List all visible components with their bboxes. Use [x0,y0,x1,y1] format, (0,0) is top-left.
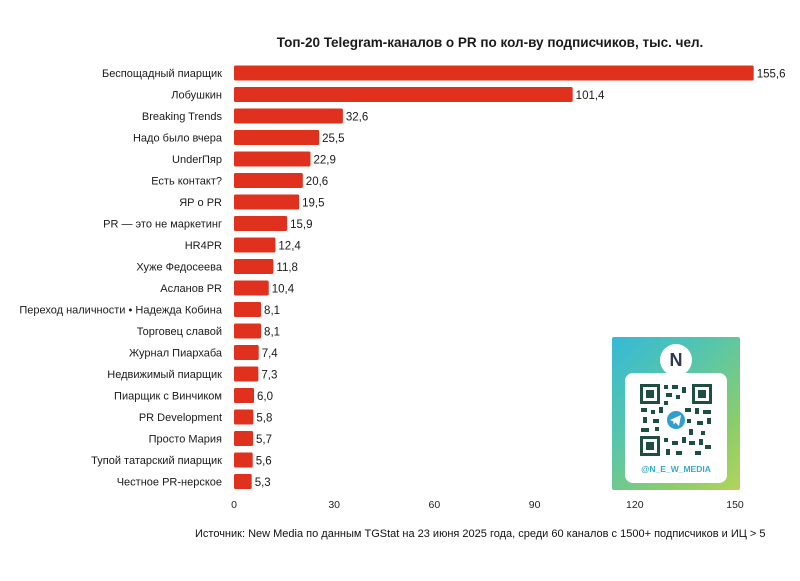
value-label: 7,3 [261,370,277,382]
category-label: Честное PR-нерское [117,477,222,489]
value-label: 5,6 [256,456,272,468]
bar [234,259,274,274]
category-label: Лобушкин [171,90,222,102]
x-tick-label: 30 [328,499,340,511]
bar [234,65,754,81]
category-label: Есть контакт? [151,176,222,188]
bar [234,345,259,360]
value-label: 6,0 [257,391,273,403]
value-label: 5,8 [256,413,272,425]
x-tick-label: 120 [626,499,644,511]
value-label: 25,5 [322,133,344,145]
x-tick-label: 0 [231,499,237,511]
bar [234,108,343,124]
bar [234,409,254,425]
bar [234,302,262,317]
bar [234,194,300,210]
logo-letter: N [669,349,683,370]
category-label: Асланов PR [160,283,222,295]
value-label: 5,3 [255,477,271,489]
value-label: 5,7 [256,434,272,446]
category-label: Недвижимый пиарщик [107,369,222,381]
qr-panel: @N_E_W_MEDIA [625,373,727,483]
bar [234,151,311,167]
value-label: 101,4 [576,90,605,102]
x-tick-label: 60 [429,499,441,511]
category-label: ЯР о PR [179,197,222,209]
category-label: Надо было вчера [133,133,223,145]
category-label: Хуже Федосеева [136,262,222,274]
category-label: Торговец славой [137,326,222,338]
value-label: 10,4 [272,284,295,296]
value-label: 7,4 [262,348,279,360]
category-label: PR Development [139,412,222,424]
source-note: Источник: New Media по данным TGStat на … [195,528,766,540]
value-label: 19,5 [302,198,324,210]
category-label: Просто Мария [149,434,222,446]
x-tick-label: 90 [529,499,541,511]
category-label: Пиарщик с Винчиком [114,391,222,403]
x-axis: 0 30 60 90 120 150 [231,499,744,511]
category-label: UnderПяр [172,154,222,166]
category-label: Тупой татарский пиарщик [91,455,222,467]
category-label: Беспощадный пиарщик [102,68,222,80]
value-label: 22,9 [313,155,335,167]
bar [234,452,253,468]
qr-card: N [612,337,740,490]
value-label: 11,8 [276,262,298,274]
bar [234,87,573,102]
x-tick-label: 150 [726,499,744,511]
bar [234,216,288,231]
value-label: 15,9 [290,219,312,231]
value-label: 32,6 [346,112,368,124]
qr-handle-label: @N_E_W_MEDIA [641,464,711,474]
bar [234,431,254,446]
value-label: 155,6 [757,69,786,81]
bar [234,366,259,382]
new-media-logo: N [660,344,692,376]
category-label: HR4PR [185,240,222,252]
value-label: 20,6 [306,176,328,188]
value-label: 8,1 [264,305,280,317]
bar [234,388,255,403]
value-label: 8,1 [264,327,280,339]
bar [234,173,303,188]
bar [234,130,320,145]
category-label: Журнал Пиархаба [129,348,223,360]
category-label: Breaking Trends [142,111,223,123]
chart-title: Топ-20 Telegram-каналов о PR по кол-ву п… [277,35,704,50]
value-label: 12,4 [278,241,301,253]
qr-code-icon[interactable] [639,383,713,457]
bar [234,237,276,253]
bars-layer: Беспощадный пиарщик 155,6 Лобушкин 101,4 Bre… [19,65,786,489]
bar [234,280,269,296]
category-label: PR — это не маркетинг [103,219,222,231]
bar [234,474,252,489]
category-label: Переход наличности • Надежда Кобина [19,305,223,317]
bar [234,323,262,339]
